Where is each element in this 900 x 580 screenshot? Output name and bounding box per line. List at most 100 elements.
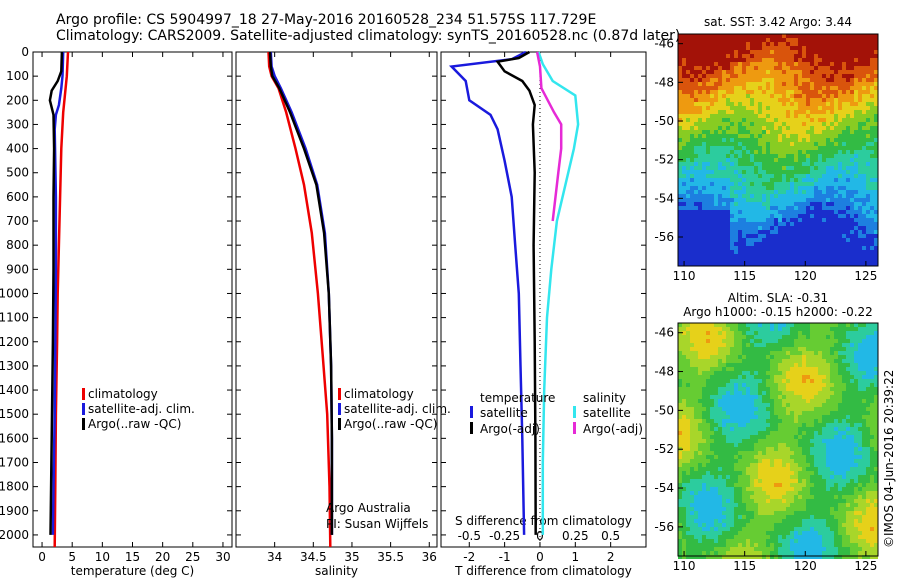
legend-label: climatology [344, 387, 414, 401]
map-xtick-label: 115 [733, 559, 756, 573]
xtick-label: 2 [607, 550, 615, 564]
series-line-difference-2 [537, 51, 580, 535]
ytick-label: 0 [21, 45, 29, 59]
legend-swatch [82, 403, 85, 415]
map-ytick-label: -48 [654, 75, 674, 89]
legend-title-salinity: salinity [583, 391, 626, 405]
map-title-line1: Altim. SLA: -0.31 [728, 291, 828, 305]
ytick-label: 800 [6, 238, 29, 252]
legend-swatch [338, 418, 341, 430]
map-xtick-label: 125 [854, 559, 877, 573]
map-title: sat. SST: 3.42 Argo: 3.44 [704, 15, 852, 29]
legend-swatch [338, 403, 341, 415]
salinity-diff-tick-label: 0.5 [601, 529, 620, 543]
legend-label: satellite-adj. clim. [88, 402, 195, 416]
map-ytick-label: -52 [654, 442, 674, 456]
xtick-label: 35.5 [377, 550, 404, 564]
series-line-salinity-0 [267, 51, 332, 548]
map-ytick-label: -56 [654, 230, 674, 244]
series-line-difference-3 [535, 51, 563, 222]
map-frame-sst-map [677, 33, 879, 267]
map-xtick-label: 115 [733, 269, 756, 283]
map-ytick-label: -50 [654, 403, 674, 417]
series-line-difference-0 [448, 50, 527, 535]
legend-label: satellite [480, 406, 528, 420]
map-xtick-label: 110 [673, 559, 696, 573]
map-ytick-label: -54 [654, 481, 674, 495]
xtick-label: 34.5 [300, 550, 327, 564]
xtick-label: -2 [463, 550, 475, 564]
ytick-label: 1200 [0, 335, 29, 349]
map-xtick-label: 120 [794, 559, 817, 573]
map-ytick-label: -56 [654, 520, 674, 534]
plot-frame-salinity [235, 51, 438, 548]
annotation-institution: Argo Australia [326, 501, 411, 515]
map-cells-sla-map [678, 323, 878, 559]
legend-label: Argo(-adj) [583, 422, 643, 436]
legend-label: satellite [583, 406, 631, 420]
xtick-label: 34 [267, 550, 282, 564]
legend-title-temperature: temperature [480, 391, 555, 405]
series-line-salinity-2 [268, 51, 334, 535]
xtick-label: 20 [155, 550, 170, 564]
x-axis-label: salinity [315, 564, 358, 578]
imos-credit: ©IMOS 04-Jun-2016 20:39:22 [882, 369, 896, 548]
xtick-label: -1 [499, 550, 511, 564]
map-cells-sst-map [678, 34, 878, 266]
ytick-label: 600 [6, 190, 29, 204]
xtick-label: 5 [68, 550, 76, 564]
annotation-pi: PI: Susan Wijffels [326, 517, 428, 531]
map-ytick-label: -48 [654, 365, 674, 379]
figure-title-line2: Climatology: CARS2009. Satellite-adjuste… [56, 28, 681, 44]
ytick-label: 900 [6, 262, 29, 276]
series-line-temperature-2 [48, 51, 64, 535]
ytick-label: 500 [6, 166, 29, 180]
ytick-label: 2000 [0, 528, 29, 542]
salinity-diff-tick-label: 0 [536, 529, 544, 543]
legend-swatch [82, 388, 85, 400]
ytick-label: 1300 [0, 359, 29, 373]
legend-label: Argo(..raw -QC) [344, 417, 437, 431]
map-xtick-label: 110 [673, 269, 696, 283]
salinity-diff-tick-label: -0.5 [458, 529, 481, 543]
map-ytick-label: -52 [654, 153, 674, 167]
map-title-line2: Argo h1000: -0.15 h2000: -0.22 [683, 305, 873, 319]
map-frame-sla-map [677, 322, 879, 557]
ytick-label: 300 [6, 117, 29, 131]
legend-swatch [573, 422, 576, 434]
legend-label: Argo(..raw -QC) [88, 417, 181, 431]
legend-label: Argo(-adj) [480, 422, 540, 436]
figure-title-line1: Argo profile: CS 5904997_18 27-May-2016 … [56, 12, 597, 28]
ytick-label: 1000 [0, 286, 29, 300]
series-line-difference-1 [495, 50, 537, 535]
ytick-label: 400 [6, 142, 29, 156]
xtick-label: 30 [215, 550, 230, 564]
ytick-label: 1700 [0, 455, 29, 469]
map-ytick-label: -46 [654, 326, 674, 340]
ytick-label: 1800 [0, 480, 29, 494]
ytick-label: 100 [6, 69, 29, 83]
legend-swatch [470, 422, 473, 434]
xtick-label: 10 [95, 550, 110, 564]
xtick-label: 1 [571, 550, 579, 564]
legend-swatch [82, 418, 85, 430]
series-line-temperature-1 [51, 51, 65, 535]
x-axis-label: T difference from climatology [454, 564, 632, 578]
ytick-label: 1100 [0, 311, 29, 325]
plot-frame-difference [440, 51, 647, 548]
legend-swatch [573, 406, 576, 418]
series-line-salinity-1 [269, 51, 334, 535]
ytick-label: 1600 [0, 431, 29, 445]
map-xtick-label: 120 [794, 269, 817, 283]
ytick-label: 200 [6, 93, 29, 107]
salinity-diff-tick-label: -0.25 [489, 529, 520, 543]
salinity-diff-tick-label: 0.25 [562, 529, 589, 543]
xtick-label: 15 [125, 550, 140, 564]
legend-label: satellite-adj. clim. [344, 402, 451, 416]
xtick-label: 0 [38, 550, 46, 564]
map-xtick-label: 125 [854, 269, 877, 283]
xtick-label: 36 [422, 550, 437, 564]
x-axis-label: temperature (deg C) [71, 564, 194, 578]
xtick-label: 25 [185, 550, 200, 564]
